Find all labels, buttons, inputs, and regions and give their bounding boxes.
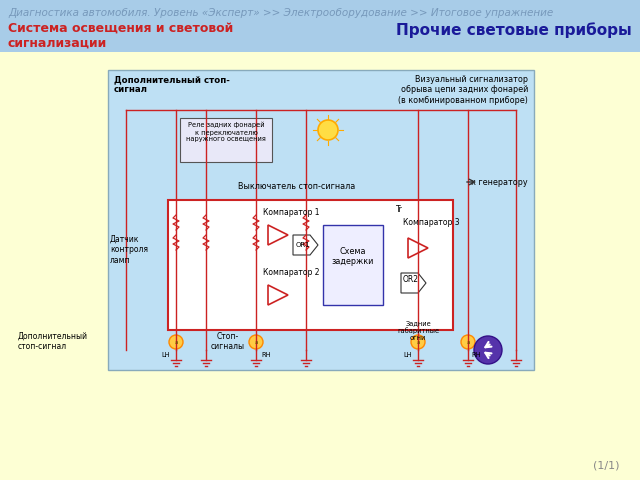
Text: OR1: OR1 bbox=[296, 242, 310, 248]
Text: a: a bbox=[416, 340, 420, 346]
Text: LH: LH bbox=[162, 352, 170, 358]
Text: Система освещения и световой
сигнализации: Система освещения и световой сигнализаци… bbox=[8, 22, 233, 50]
Text: Задние
габаритные
огни: Задние габаритные огни bbox=[397, 320, 439, 341]
Bar bbox=[0, 0, 640, 52]
Text: Визуальный сигнализатор
обрыва цепи задних фонарей
(в комбинированном приборе): Визуальный сигнализатор обрыва цепи задн… bbox=[398, 75, 528, 105]
Circle shape bbox=[461, 335, 475, 349]
Circle shape bbox=[249, 335, 263, 349]
Text: Диагностика автомобиля. Уровень «Эксперт» >> Электрооборудование >> Итоговое упр: Диагностика автомобиля. Уровень «Эксперт… bbox=[8, 8, 553, 18]
Text: Реле задних фонарей
к переключателю
наружного освещения: Реле задних фонарей к переключателю нару… bbox=[186, 122, 266, 143]
Text: Выключатель стоп-сигнала: Выключатель стоп-сигнала bbox=[238, 182, 355, 191]
Circle shape bbox=[169, 335, 183, 349]
Text: Компаратор 3: Компаратор 3 bbox=[403, 218, 460, 227]
Circle shape bbox=[411, 335, 425, 349]
Text: Прочие световые приборы: Прочие световые приборы bbox=[396, 22, 632, 38]
Text: Компаратор 2: Компаратор 2 bbox=[263, 268, 319, 277]
Text: a: a bbox=[467, 340, 470, 346]
Text: Дополнительный стоп-
сигнал: Дополнительный стоп- сигнал bbox=[114, 75, 230, 95]
Text: RH: RH bbox=[471, 352, 481, 358]
Text: Tr: Tr bbox=[396, 205, 403, 214]
Bar bbox=[168, 200, 453, 330]
Text: a: a bbox=[254, 340, 258, 346]
Text: Датчик
контроля
ламп: Датчик контроля ламп bbox=[110, 235, 148, 265]
Text: a: a bbox=[174, 340, 178, 346]
Circle shape bbox=[474, 336, 502, 364]
Text: к генератору: к генератору bbox=[472, 178, 528, 187]
Text: Дополнительный
стоп-сигнал: Дополнительный стоп-сигнал bbox=[18, 332, 88, 351]
Text: LH: LH bbox=[404, 352, 412, 358]
Text: Компаратор 1: Компаратор 1 bbox=[263, 208, 319, 217]
Text: (1/1): (1/1) bbox=[593, 460, 620, 470]
Circle shape bbox=[318, 120, 338, 140]
Text: Стоп-
сигналы: Стоп- сигналы bbox=[211, 332, 245, 351]
Bar bbox=[108, 70, 534, 370]
Bar bbox=[323, 225, 383, 305]
Text: OR2: OR2 bbox=[403, 275, 419, 284]
Text: RH: RH bbox=[261, 352, 271, 358]
Bar bbox=[180, 118, 272, 162]
Text: Схема
задержки: Схема задержки bbox=[332, 247, 374, 266]
